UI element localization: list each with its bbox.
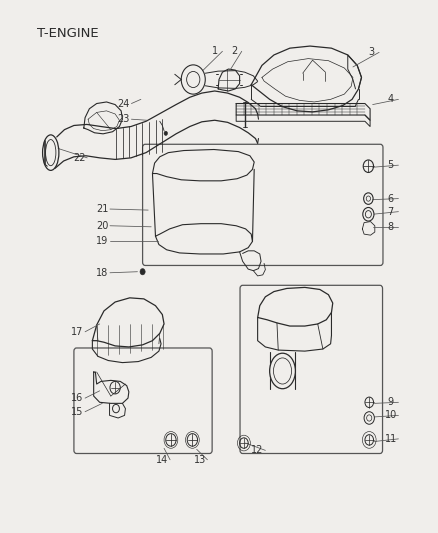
Circle shape <box>364 411 374 424</box>
Text: 22: 22 <box>73 153 86 163</box>
Text: 5: 5 <box>388 160 394 170</box>
Text: 13: 13 <box>194 455 206 465</box>
Circle shape <box>363 207 374 221</box>
Text: 21: 21 <box>96 204 109 214</box>
Text: 18: 18 <box>96 268 108 278</box>
Text: 11: 11 <box>385 434 397 444</box>
Circle shape <box>164 131 167 135</box>
Text: 23: 23 <box>117 114 130 124</box>
Text: 9: 9 <box>388 397 394 407</box>
Text: 3: 3 <box>368 47 374 58</box>
Text: 6: 6 <box>388 193 394 204</box>
Text: 20: 20 <box>96 221 109 231</box>
Ellipse shape <box>270 353 295 389</box>
Text: 14: 14 <box>156 455 169 465</box>
Text: 4: 4 <box>388 94 394 104</box>
Text: 7: 7 <box>388 207 394 216</box>
Text: 1: 1 <box>212 46 218 56</box>
Text: 8: 8 <box>388 222 394 232</box>
Circle shape <box>140 269 145 275</box>
FancyBboxPatch shape <box>74 348 212 454</box>
Text: T-ENGINE: T-ENGINE <box>36 27 98 41</box>
Text: 19: 19 <box>96 237 108 246</box>
Text: 17: 17 <box>71 327 84 337</box>
Text: 12: 12 <box>251 446 264 455</box>
Text: 24: 24 <box>117 99 130 109</box>
Text: 2: 2 <box>231 46 237 56</box>
Circle shape <box>113 405 120 413</box>
Text: 16: 16 <box>71 393 84 403</box>
FancyBboxPatch shape <box>240 285 382 454</box>
Text: 15: 15 <box>71 407 84 417</box>
FancyBboxPatch shape <box>143 144 383 265</box>
Text: 10: 10 <box>385 410 397 421</box>
